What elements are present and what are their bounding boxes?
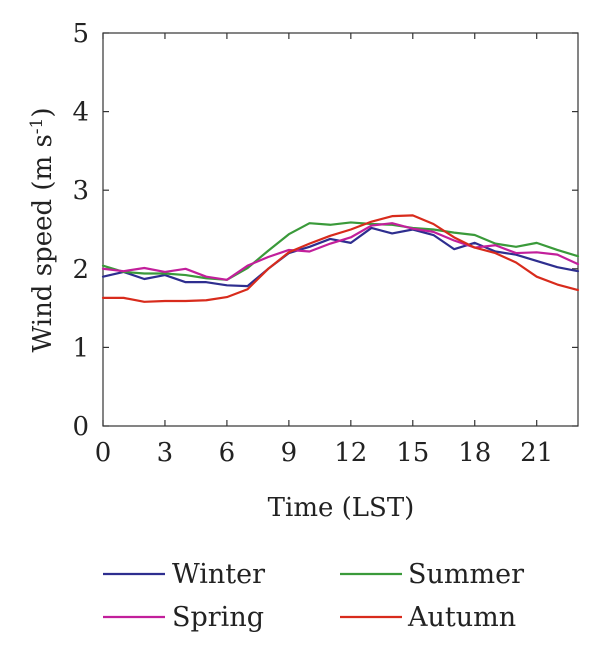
x-tick-label: 15 — [396, 438, 429, 468]
axes — [102, 32, 579, 427]
series-lines — [101, 214, 580, 303]
x-tick-label: 6 — [219, 438, 236, 468]
x-tick-label: 3 — [157, 438, 174, 468]
y-tick-label: 3 — [72, 176, 89, 206]
series-line-summer — [101, 221, 580, 281]
y-axis-title-close: ) — [28, 107, 58, 117]
y-axis-title: Wind speed (m s-1) — [27, 107, 58, 352]
y-tick-label: 1 — [72, 333, 89, 363]
series-line-winter — [101, 226, 580, 288]
series-line-autumn — [101, 214, 580, 303]
x-tick-label: 0 — [95, 438, 112, 468]
x-axis-title: Time (LST) — [268, 493, 415, 523]
y-tick-label: 4 — [72, 98, 89, 128]
legend-label-summer: Summer — [408, 559, 524, 590]
x-tick-label: 12 — [334, 438, 367, 468]
legend-label-spring: Spring — [172, 602, 264, 633]
y-tick-label: 5 — [72, 19, 89, 49]
x-tick-label: 21 — [520, 438, 553, 468]
legend: Winter Summer Spring Autumn — [103, 559, 524, 633]
y-tick-label: 0 — [72, 412, 89, 442]
plot-frame — [102, 32, 579, 427]
y-axis-title-exponent: -1 — [27, 118, 47, 135]
x-tick-label: 9 — [281, 438, 298, 468]
y-tick-label: 2 — [72, 255, 89, 285]
legend-label-autumn: Autumn — [407, 602, 516, 633]
y-axis-title-main: Wind speed (m s — [28, 134, 58, 352]
legend-label-winter: Winter — [172, 559, 265, 590]
x-tick-label: 18 — [458, 438, 491, 468]
series-line-spring — [101, 222, 580, 281]
